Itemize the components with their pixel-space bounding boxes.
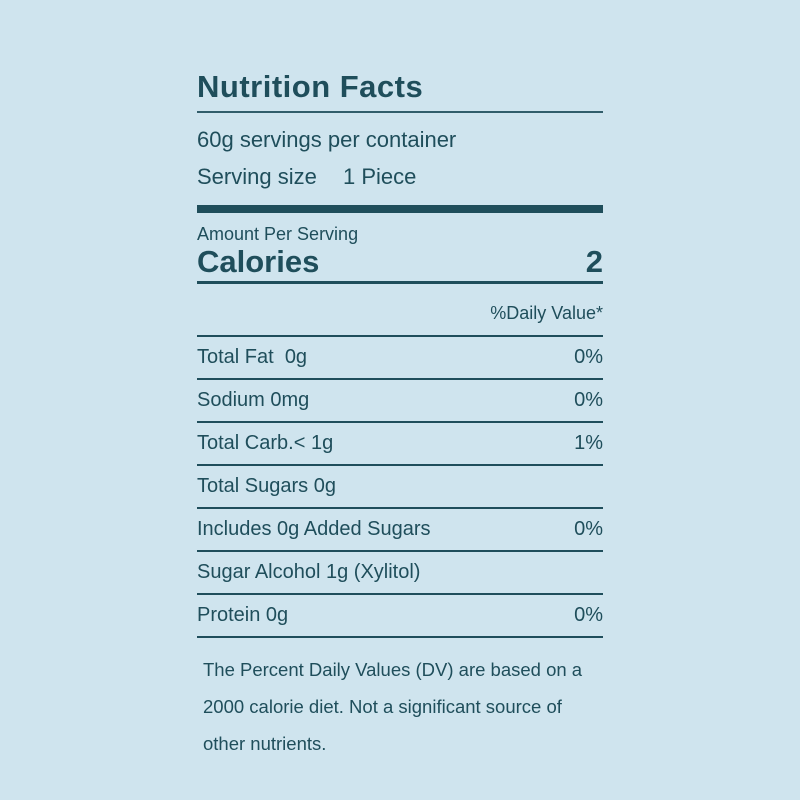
calories-label: Calories [197, 244, 320, 279]
nutrient-name: Protein 0g [197, 604, 289, 626]
title-divider [197, 111, 603, 113]
nutrient-row-total-sugars: Total Sugars 0g [197, 466, 603, 509]
footnote-line: 2000 calorie diet. Not a significant sou… [203, 696, 562, 717]
nutrient-dv: 0% [574, 389, 603, 411]
nutrient-row-total-fat: Total Fat 0g 0% [197, 337, 603, 380]
footnote-line: The Percent Daily Values (DV) are based … [203, 659, 583, 680]
servings-per-container: 60g servings per container [197, 127, 457, 152]
nutrient-row-sodium: Sodium 0mg 0% [197, 380, 603, 423]
nutrient-row-added-sugars: Includes 0g Added Sugars 0% [197, 509, 603, 552]
nutrient-dv: 0% [574, 346, 603, 368]
nutrient-row-sugar-alcohol: Sugar Alcohol 1g (Xylitol) [197, 552, 603, 595]
serving-size-row: Serving size 1 Piece [197, 158, 603, 195]
amount-per-serving-label: Amount Per Serving [197, 224, 359, 244]
nutrient-row-protein: Protein 0g 0% [197, 595, 603, 638]
serving-size-value: 1 Piece [342, 164, 417, 189]
nutrient-name: Includes 0g Added Sugars [197, 518, 431, 540]
serving-size-label: Serving size [197, 164, 317, 189]
nutrient-dv: 0% [574, 518, 603, 540]
nutrient-row-total-carb: Total Carb.< 1g 1% [197, 423, 603, 466]
nutrient-dv: 0% [574, 604, 603, 626]
calories-divider [197, 281, 603, 284]
nutrient-rows: Total Fat 0g 0% Sodium 0mg 0% Total Carb… [197, 335, 603, 638]
footnote-line: other nutrients. [203, 733, 327, 754]
thick-divider [197, 205, 603, 213]
label-title: Nutrition Facts [197, 69, 424, 104]
daily-value-header: %Daily Value* [490, 303, 603, 323]
nutrient-name: Total Fat 0g [197, 346, 308, 368]
calories-row: Calories 2 [197, 245, 603, 279]
nutrient-name: Total Sugars 0g [197, 475, 336, 497]
nutrient-dv: 1% [574, 432, 603, 454]
calories-value: 2 [585, 244, 603, 279]
nutrient-name: Sugar Alcohol 1g (Xylitol) [197, 561, 421, 583]
nutrient-name: Sodium 0mg [197, 389, 310, 411]
nutrition-label: Nutrition Facts 60g servings per contain… [197, 68, 603, 762]
nutrient-name: Total Carb.< 1g [197, 432, 334, 454]
footnote: The Percent Daily Values (DV) are based … [197, 638, 603, 762]
serving-info: 60g servings per container Serving size … [197, 113, 603, 205]
